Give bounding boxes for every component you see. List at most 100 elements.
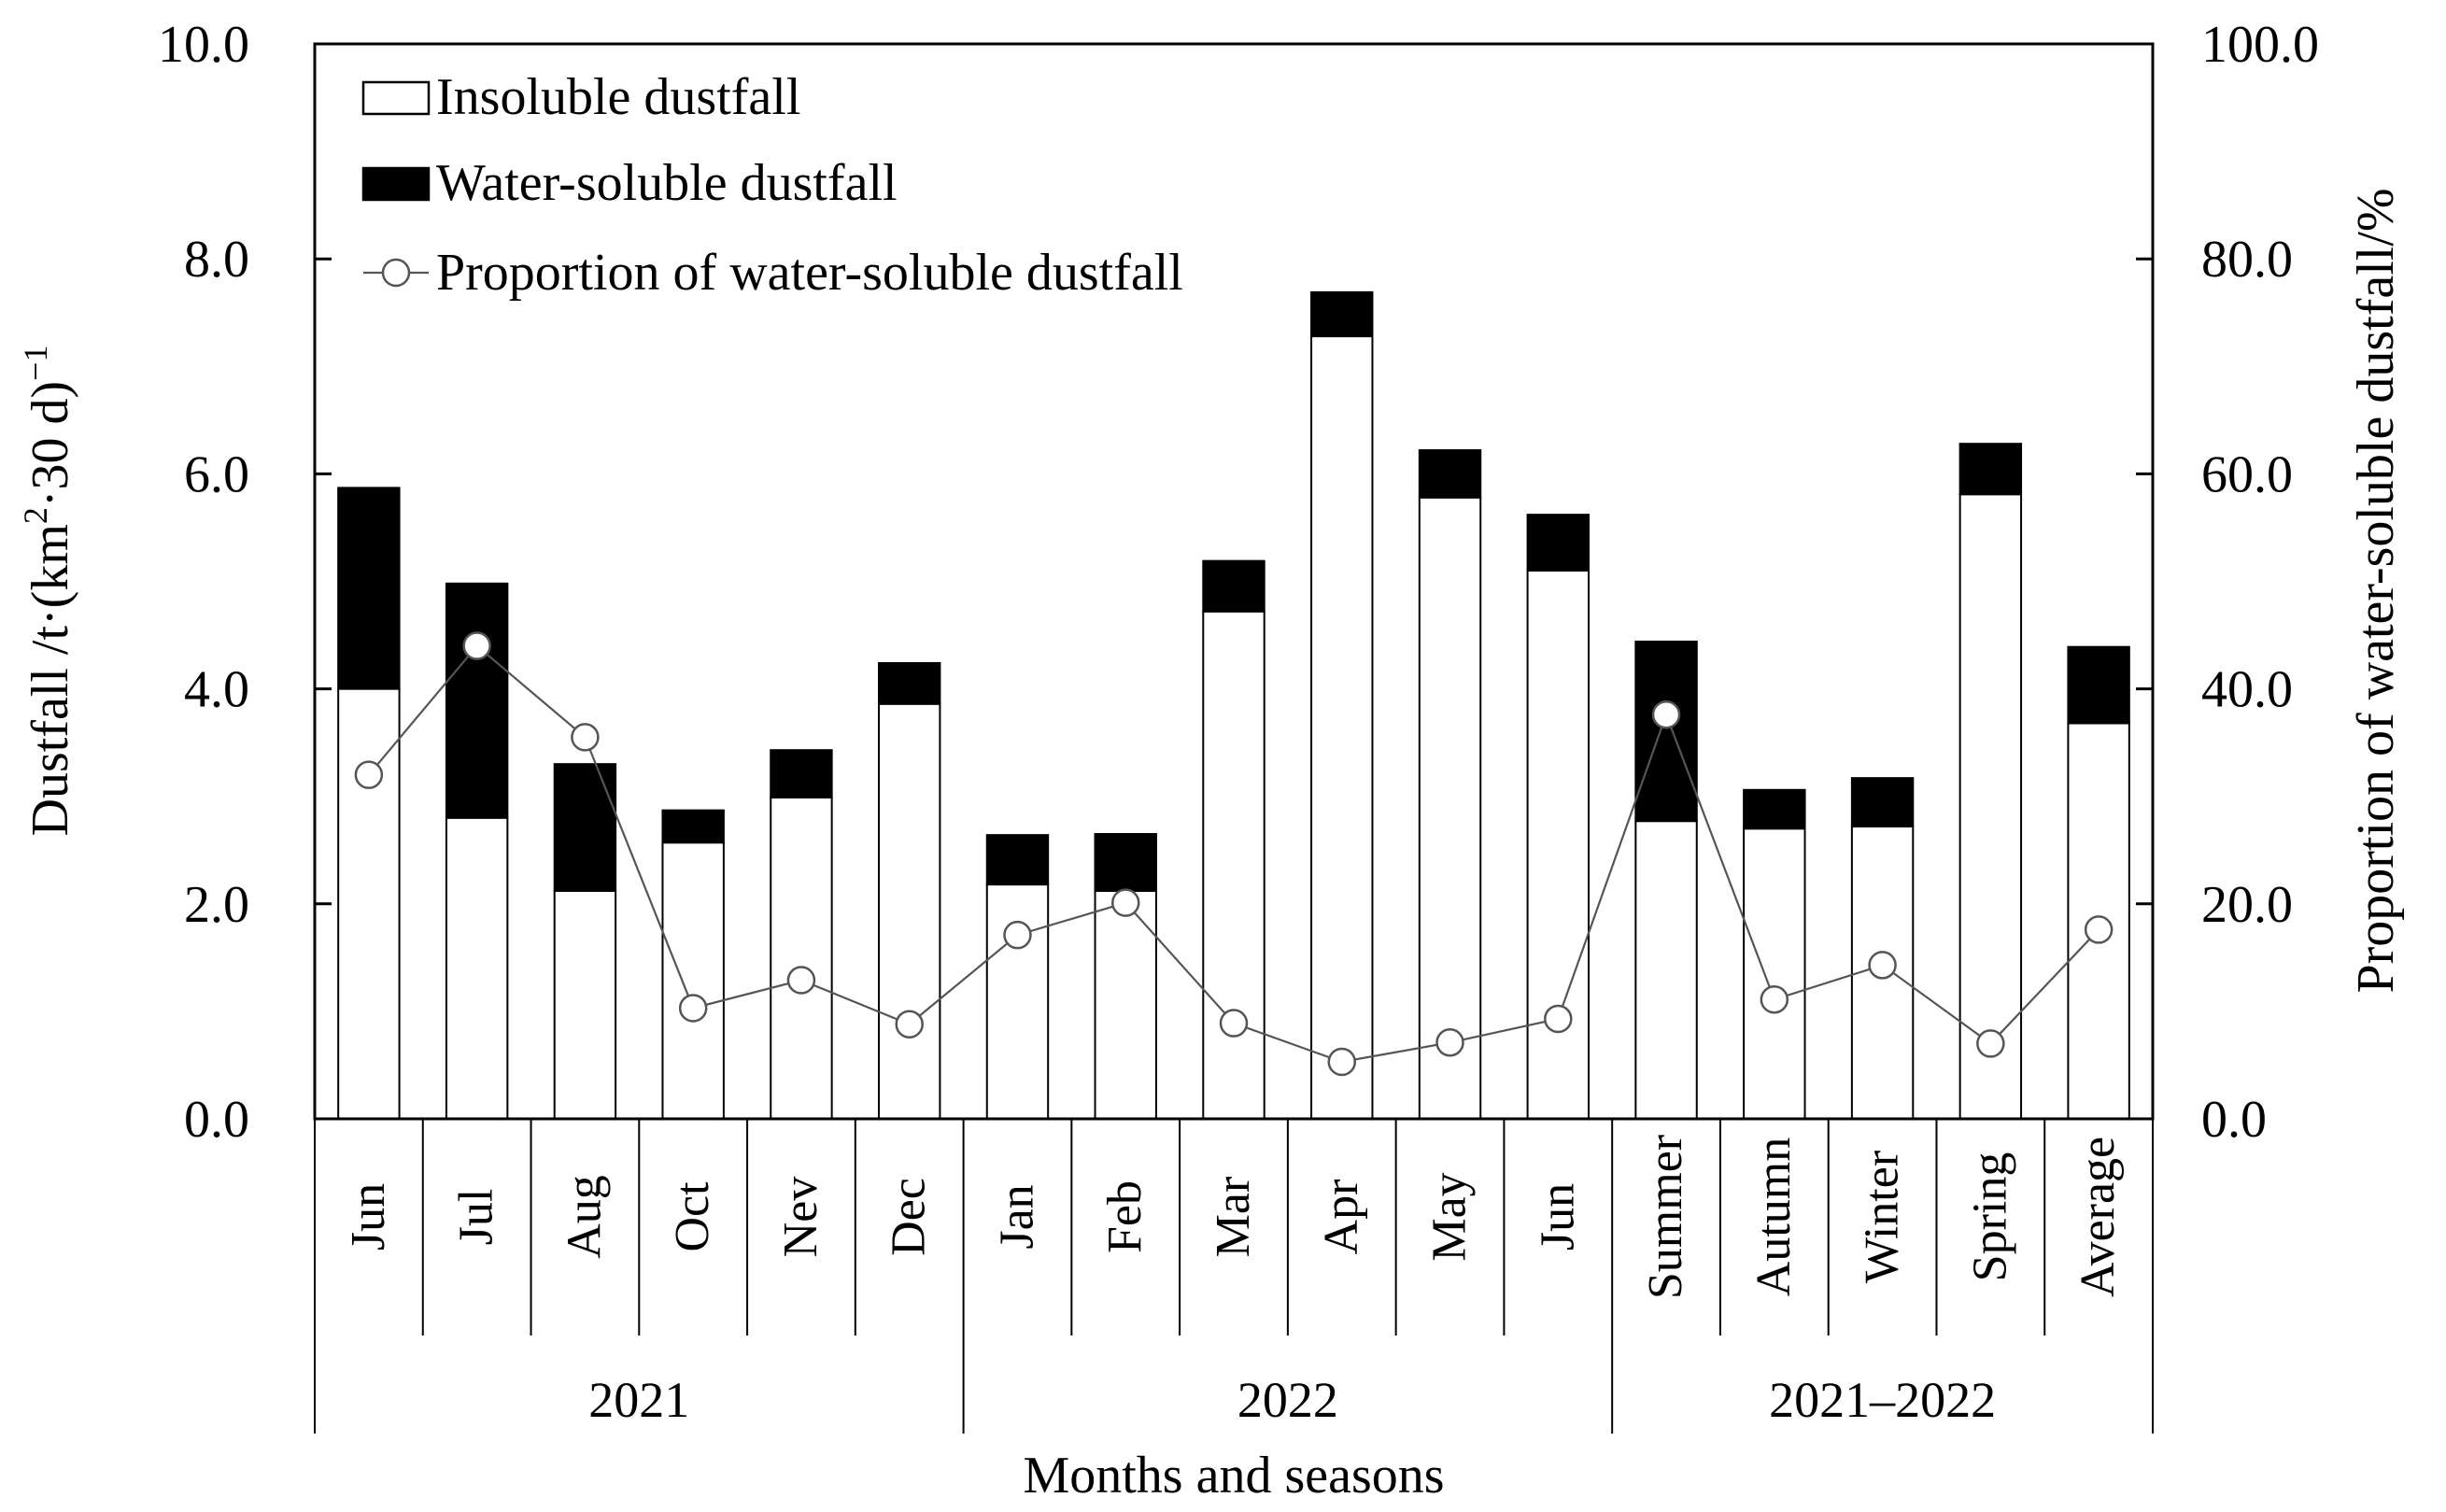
proportion-line-layer	[354, 631, 2114, 1077]
water-soluble-bar	[1850, 777, 1915, 827]
y-axis-title-sup: −1	[17, 346, 54, 381]
x-category-label: Oct	[666, 1181, 719, 1252]
insoluble-bar	[878, 702, 941, 1120]
x-category-label: Winter	[1856, 1151, 1909, 1283]
water-soluble-bar	[1526, 514, 1590, 572]
water-soluble-bar	[553, 763, 617, 892]
x-category-label: Apr	[1315, 1180, 1368, 1255]
x-category-label: May	[1423, 1172, 1477, 1261]
x-group-label: 2021–2022	[1769, 1372, 1996, 1428]
proportion-marker	[2084, 915, 2114, 944]
legend-proportion-label: Proportion of water-soluble dustfall	[436, 244, 1183, 302]
y-tick-label: 2.0	[184, 876, 249, 934]
y2-tick-label: 0.0	[2201, 1091, 2267, 1149]
x-axis-title: Months and seasons	[1023, 1447, 1444, 1505]
y-tick-label: 6.0	[184, 445, 249, 503]
insoluble-bar	[1310, 335, 1374, 1120]
water-soluble-bar	[770, 749, 833, 798]
legend-water-soluble-swatch	[361, 166, 431, 202]
insoluble-bar	[1094, 889, 1157, 1120]
water-soluble-bar	[985, 834, 1050, 886]
proportion-marker	[1110, 888, 1140, 917]
x-category-label: Nev	[774, 1177, 827, 1258]
x-category-label: Autumn	[1747, 1138, 1801, 1296]
y2-tick-label: 80.0	[2201, 231, 2293, 289]
water-soluble-bar	[661, 809, 725, 844]
proportion-marker	[571, 723, 600, 752]
proportion-marker	[895, 1010, 924, 1039]
y-tick-label: 8.0	[184, 231, 249, 289]
x-category-label: Spring	[1963, 1152, 2016, 1282]
insoluble-bar	[445, 816, 509, 1120]
axes-layer: 0.0 0.0 2.0 20.0 4.0 40.0 6.0 60.0 8.0 80.0 10.0 10…	[17, 16, 2405, 1149]
x-category-label: Jun	[342, 1183, 395, 1251]
y2-tick-label: 20.0	[2201, 876, 2293, 934]
proportion-marker	[678, 994, 708, 1023]
y2-tick-label: 40.0	[2201, 661, 2293, 719]
y-axis-title: Dustfall /t·(km2·30 d)−1	[17, 346, 79, 837]
proportion-marker	[1868, 951, 1897, 980]
plot-frame	[313, 42, 2155, 1121]
x-category-label: Dec	[883, 1178, 936, 1256]
insoluble-bar	[1202, 610, 1265, 1120]
y2-tick-label: 100.0	[2201, 16, 2319, 74]
x-group-label: 2021	[588, 1372, 689, 1428]
water-soluble-bar	[1743, 788, 1806, 830]
proportion-marker	[1435, 1028, 1464, 1057]
insoluble-bar	[1634, 820, 1698, 1120]
proportion-marker	[1219, 1009, 1249, 1038]
legend: Insoluble dustfall Water-soluble dustfall…	[361, 68, 1183, 302]
water-soluble-bar	[1958, 443, 2023, 496]
insoluble-bar	[770, 796, 833, 1120]
water-soluble-bar	[1634, 640, 1698, 823]
proportion-marker	[1976, 1029, 2005, 1058]
y-tick-label: 0.0	[184, 1091, 249, 1149]
water-soluble-bar	[1310, 290, 1374, 338]
water-soluble-bar	[1418, 449, 1482, 499]
proportion-marker	[1003, 920, 1032, 950]
x-category-label: Aug	[558, 1175, 611, 1259]
y-tick-label: 4.0	[184, 661, 249, 719]
insoluble-bar	[1418, 496, 1482, 1120]
proportion-marker	[1327, 1047, 1357, 1077]
water-soluble-bar	[1202, 559, 1265, 613]
x-category-label: Feb	[1098, 1180, 1152, 1253]
proportion-marker	[1544, 1004, 1573, 1034]
x-group-label: 2022	[1237, 1372, 1338, 1428]
insoluble-bar	[661, 841, 725, 1120]
insoluble-bar	[553, 889, 617, 1120]
legend-water-soluble-label: Water-soluble dustfall	[436, 154, 898, 212]
proportion-marker	[1760, 984, 1789, 1014]
water-soluble-bar	[1094, 832, 1157, 892]
insoluble-bar	[337, 687, 401, 1120]
insoluble-bar	[1526, 569, 1590, 1120]
plot-border	[313, 42, 2155, 1121]
y-axis-title-sup: 2	[17, 507, 54, 524]
x-category-layer: Jun Jul Aug Oct Nev Dec Jan Feb Mar Apr May Jun Summ…	[314, 1119, 2154, 1505]
water-soluble-bar	[445, 582, 509, 819]
x-category-label: Summer	[1639, 1135, 1692, 1299]
water-soluble-bar	[337, 487, 401, 690]
y-tick-label: 10.0	[158, 16, 249, 74]
proportion-marker	[786, 966, 816, 995]
bars-layer	[337, 290, 2130, 1120]
y-axis-title-main: Dustfall /t·(km	[21, 524, 79, 836]
proportion-marker	[354, 760, 384, 789]
legend-insoluble-swatch	[361, 80, 431, 116]
water-soluble-bar	[2067, 645, 2130, 725]
x-category-label: Jul	[450, 1189, 503, 1246]
insoluble-bar	[1958, 493, 2023, 1120]
legend-proportion-marker	[381, 258, 411, 288]
y-axis-title-mid: ·30 d)	[21, 381, 79, 507]
water-soluble-bar	[878, 661, 941, 705]
x-category-label: Average	[2071, 1137, 2125, 1297]
legend-insoluble-label: Insoluble dustfall	[436, 68, 800, 126]
y2-tick-label: 60.0	[2201, 445, 2293, 503]
proportion-marker	[462, 631, 491, 660]
x-category-label: Mar	[1207, 1177, 1260, 1258]
y2-axis-title: Proportion of water-soluble dustfall/%	[2347, 188, 2405, 993]
proportion-marker	[1651, 699, 1681, 729]
insoluble-bar	[985, 883, 1050, 1120]
